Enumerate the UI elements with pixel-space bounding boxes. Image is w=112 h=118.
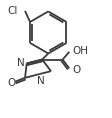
Text: Cl: Cl	[8, 6, 18, 16]
Text: O: O	[7, 78, 15, 88]
Text: OH: OH	[73, 46, 89, 56]
Text: O: O	[73, 65, 81, 74]
Text: N: N	[37, 76, 44, 86]
Text: N: N	[17, 58, 25, 68]
